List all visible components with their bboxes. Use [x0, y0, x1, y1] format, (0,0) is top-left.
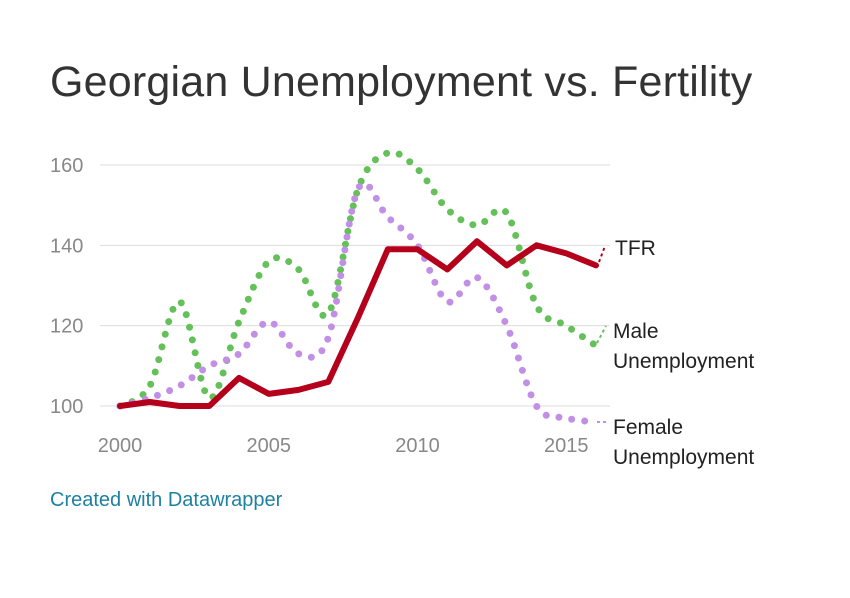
x-tick-label-2010: 2010 [395, 435, 440, 457]
female-series-label-line-0: Female [613, 416, 683, 439]
female-series-line [116, 179, 600, 426]
tfr-series-line [117, 238, 599, 409]
datawrapper-credit-link[interactable]: Created with Datawrapper [50, 489, 283, 511]
male-series-label-line-0: Male [613, 320, 659, 343]
tick-layer: 100 120 140 160 2000 2005 2010 2015 [50, 155, 589, 457]
x-tick-label-2000: 2000 [98, 435, 143, 457]
male-series-line [116, 148, 600, 410]
series-label-layer: Male Unemployment Female Unemployment TFR [596, 237, 754, 469]
tfr-label-leader [598, 245, 606, 263]
x-tick-label-2005: 2005 [247, 435, 292, 457]
chart-title: Georgian Unemployment vs. Fertility [50, 58, 753, 106]
y-tick-label-140: 140 [50, 235, 83, 257]
y-tick-label-100: 100 [50, 396, 83, 418]
series-layer [116, 148, 600, 426]
male-label-leader [596, 325, 607, 344]
tfr-series-label-line-0: TFR [615, 237, 656, 260]
y-tick-label-120: 120 [50, 316, 83, 338]
x-tick-label-2015: 2015 [544, 435, 589, 457]
female-series-label-line-1: Unemployment [613, 446, 754, 469]
y-tick-label-160: 160 [50, 155, 83, 177]
male-series-label-line-1: Unemployment [613, 350, 754, 373]
